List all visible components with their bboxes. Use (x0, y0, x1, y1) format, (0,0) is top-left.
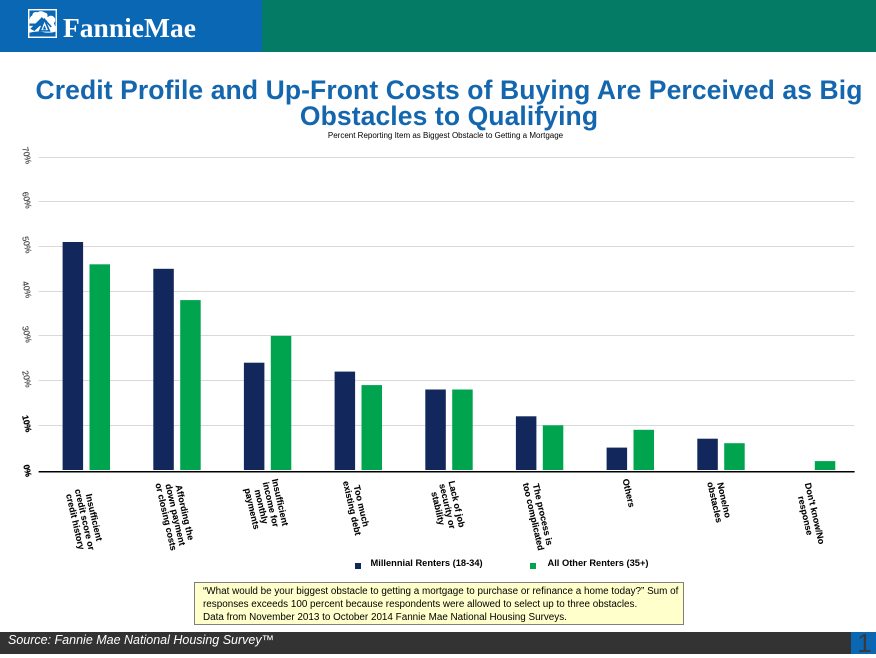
svg-text:10%: 10% (20, 414, 34, 433)
svg-text:40%: 40% (20, 280, 34, 299)
svg-text:30%: 30% (20, 325, 34, 344)
svg-text:20%: 20% (20, 370, 34, 389)
svg-text:0%: 0% (21, 464, 34, 479)
svg-text:50%: 50% (20, 235, 34, 254)
svg-text:Others: Others (621, 478, 637, 509)
svg-text:60%: 60% (20, 191, 34, 210)
svg-text:70%: 70% (20, 146, 34, 165)
